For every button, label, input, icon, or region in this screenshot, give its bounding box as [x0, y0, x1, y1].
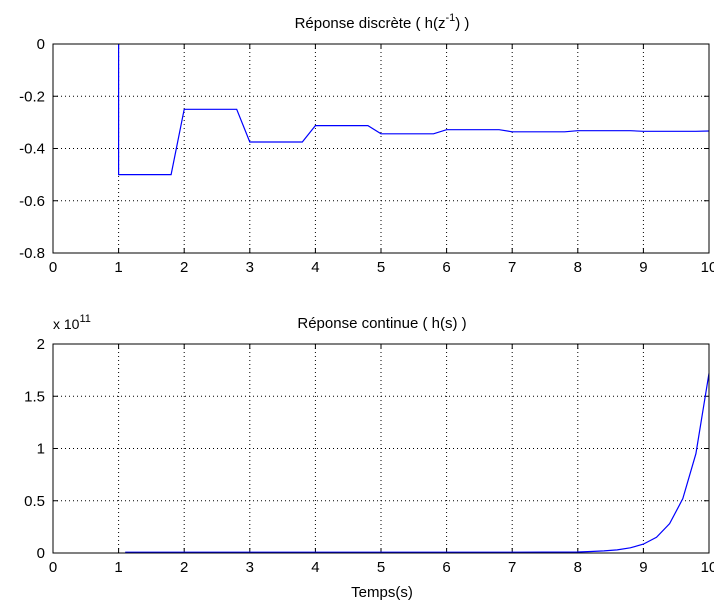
x-tick-label: 5: [377, 559, 385, 576]
x-tick-labels: 0 1 2 3 4 5 6 7 8 9 10: [49, 559, 714, 576]
x-tick-label: 4: [311, 259, 319, 276]
x-tick-label: 6: [442, 259, 450, 276]
x-tick-labels: 0 1 2 3 4 5 6 7 8 9 10: [49, 259, 714, 276]
x-tick-label: 0: [49, 559, 57, 576]
x-tick-label: 2: [180, 559, 188, 576]
axes-frame: [52, 343, 710, 554]
y-tick-label: 1.5: [24, 388, 45, 405]
y-tick-label: -0.4: [19, 141, 45, 158]
x-tick-label: 10: [701, 559, 714, 576]
y-tick-label: -0.2: [19, 88, 45, 105]
y-tick-label: 0: [37, 36, 45, 53]
x-tick-label: 8: [574, 259, 582, 276]
y-tick-label: -0.8: [19, 245, 45, 262]
continuous-response-plot: Réponse continue ( h(s) ) x 1011 0 1 2 3 4 5 6…: [24, 313, 714, 601]
x-tick-label: 4: [311, 559, 319, 576]
x-axis-label: Temps(s): [351, 584, 413, 601]
series-line: [125, 373, 710, 553]
series-line: [117, 44, 710, 176]
y-tick-label: 1: [37, 441, 45, 458]
grid: [53, 344, 709, 553]
plot-title: Réponse discrète ( h(z-1) ): [295, 12, 470, 32]
x-tick-label: 9: [639, 259, 647, 276]
x-tick-label: 3: [246, 259, 254, 276]
series: [125, 373, 710, 553]
y-tick-label: 2: [37, 336, 45, 353]
grid: [53, 44, 709, 253]
title-end: ) ): [455, 15, 469, 32]
x-tick-label: 0: [49, 259, 57, 276]
title-superscript: -1: [445, 12, 455, 24]
discrete-response-plot: Réponse discrète ( h(z-1) ) 0 1 2 3 4 5 6 7 8 9 10…: [19, 12, 714, 276]
x-tick-label: 1: [114, 259, 122, 276]
x-tick-label: 3: [246, 559, 254, 576]
x-tick-label: 9: [639, 559, 647, 576]
series: [117, 44, 710, 176]
exponent-power: 11: [79, 313, 90, 325]
y-tick-label: -0.6: [19, 193, 45, 210]
y-tick-labels: 2 1.5 1 0.5 0: [24, 336, 45, 562]
y-tick-label: 0: [37, 545, 45, 562]
x-tick-label: 7: [508, 559, 516, 576]
plot-title: Réponse continue ( h(s) ): [297, 315, 466, 332]
exponent-prefix: x 10: [53, 316, 80, 332]
exponent-label: x 1011: [53, 313, 91, 332]
axes-frame: [52, 43, 710, 254]
x-tick-label: 6: [442, 559, 450, 576]
x-tick-label: 1: [114, 559, 122, 576]
y-tick-labels: 0 -0.2 -0.4 -0.6 -0.8: [19, 36, 45, 262]
x-tick-label: 8: [574, 559, 582, 576]
y-tick-label: 0.5: [24, 493, 45, 510]
x-tick-label: 5: [377, 259, 385, 276]
x-tick-label: 10: [701, 259, 714, 276]
x-tick-label: 7: [508, 259, 516, 276]
title-main: Réponse discrète ( h(z: [295, 15, 446, 32]
x-tick-label: 2: [180, 259, 188, 276]
